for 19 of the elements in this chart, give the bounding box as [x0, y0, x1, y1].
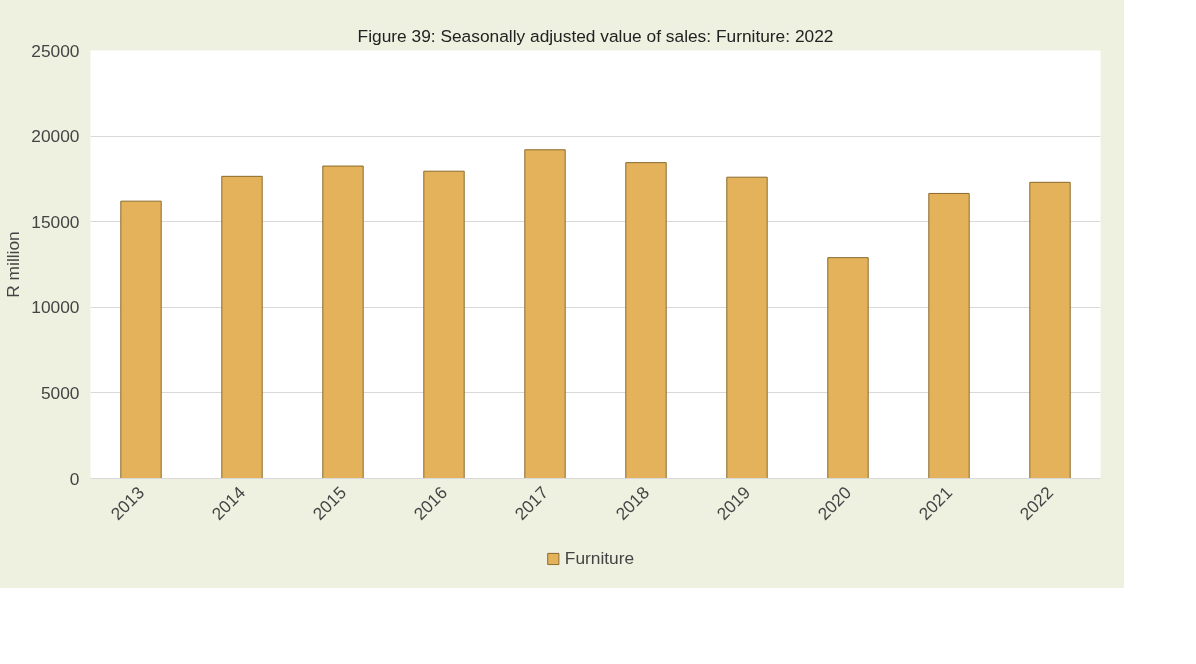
bar [726, 176, 768, 479]
bar [625, 162, 667, 479]
y-tick-label: 20000 [31, 126, 80, 147]
bar [221, 175, 263, 479]
y-tick-label: 25000 [31, 40, 80, 61]
bar [423, 170, 465, 479]
y-tick-label: 10000 [31, 297, 80, 318]
y-tick-label: 0 [69, 468, 80, 489]
y-axis-title: R million [3, 231, 24, 298]
bar [120, 200, 162, 479]
legend-label: Furniture [564, 547, 635, 569]
chart-title: Figure 39: Seasonally adjusted value of sales: Furniture: 2022 [357, 25, 834, 46]
bar [322, 165, 364, 479]
y-tick-label: 15000 [31, 211, 80, 232]
bar [1029, 181, 1071, 479]
y-tick-label: 5000 [40, 382, 80, 403]
bar [928, 192, 970, 479]
bar [827, 257, 869, 479]
bar [524, 149, 566, 479]
